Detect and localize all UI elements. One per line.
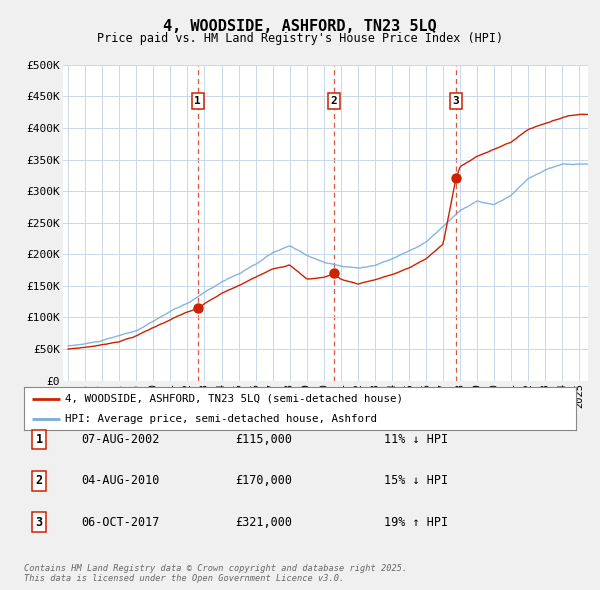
Text: 3: 3 xyxy=(452,96,459,106)
Text: 19% ↑ HPI: 19% ↑ HPI xyxy=(384,516,448,529)
Text: 2: 2 xyxy=(331,96,337,106)
Text: 4, WOODSIDE, ASHFORD, TN23 5LQ: 4, WOODSIDE, ASHFORD, TN23 5LQ xyxy=(163,19,437,34)
Text: 11% ↓ HPI: 11% ↓ HPI xyxy=(384,433,448,446)
Text: 2: 2 xyxy=(35,474,43,487)
Text: 1: 1 xyxy=(194,96,201,106)
Text: £321,000: £321,000 xyxy=(235,516,293,529)
Text: 3: 3 xyxy=(35,516,43,529)
Text: HPI: Average price, semi-detached house, Ashford: HPI: Average price, semi-detached house,… xyxy=(65,414,377,424)
Text: Contains HM Land Registry data © Crown copyright and database right 2025.
This d: Contains HM Land Registry data © Crown c… xyxy=(24,564,407,583)
Text: Price paid vs. HM Land Registry's House Price Index (HPI): Price paid vs. HM Land Registry's House … xyxy=(97,32,503,45)
Text: 1: 1 xyxy=(35,433,43,446)
Text: 4, WOODSIDE, ASHFORD, TN23 5LQ (semi-detached house): 4, WOODSIDE, ASHFORD, TN23 5LQ (semi-det… xyxy=(65,394,403,404)
Text: 07-AUG-2002: 07-AUG-2002 xyxy=(81,433,159,446)
Text: £170,000: £170,000 xyxy=(235,474,293,487)
Text: £115,000: £115,000 xyxy=(235,433,293,446)
Text: 04-AUG-2010: 04-AUG-2010 xyxy=(81,474,159,487)
Text: 06-OCT-2017: 06-OCT-2017 xyxy=(81,516,159,529)
Text: 15% ↓ HPI: 15% ↓ HPI xyxy=(384,474,448,487)
